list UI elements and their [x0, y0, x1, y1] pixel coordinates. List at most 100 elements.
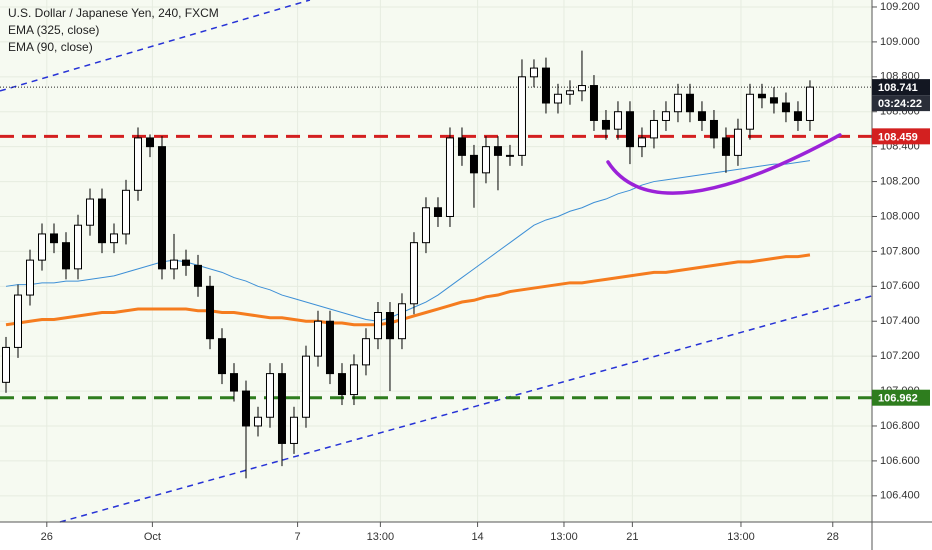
- y-tick-label: 108.000: [880, 210, 920, 222]
- candle-body: [301, 355, 310, 418]
- candle-body: [685, 93, 694, 113]
- indicator-label: EMA (325, close): [8, 23, 99, 37]
- y-tick-label: 107.400: [880, 315, 920, 327]
- candle-body: [649, 119, 658, 139]
- candle-body: [133, 137, 142, 191]
- candle-body: [205, 285, 214, 340]
- candle-body: [169, 259, 178, 270]
- candle-body: [589, 85, 598, 121]
- candle-body: [277, 373, 286, 444]
- candle-body: [673, 93, 682, 113]
- candle-body: [769, 97, 778, 104]
- candle-body: [805, 86, 814, 121]
- candle-body: [181, 259, 190, 266]
- indicator-label: EMA (90, close): [8, 40, 93, 54]
- y-tick-label: 107.200: [880, 350, 920, 362]
- x-tick-label: 21: [626, 531, 638, 543]
- candle-body: [445, 137, 454, 217]
- candle-body: [361, 338, 370, 366]
- candle-body: [313, 320, 322, 357]
- candle-body: [661, 111, 670, 121]
- candle-body: [721, 137, 730, 156]
- candle-body: [697, 111, 706, 121]
- candle-body: [85, 198, 94, 226]
- candle-body: [625, 111, 634, 148]
- level-tag: 106.962: [878, 393, 918, 405]
- candle-body: [433, 207, 442, 217]
- candle-body: [505, 154, 514, 157]
- candle-body: [421, 207, 430, 244]
- candle-body: [613, 111, 622, 130]
- level-tag: 108.459: [878, 131, 918, 143]
- y-tick-label: 108.200: [880, 175, 920, 187]
- x-tick-label: Oct: [144, 531, 161, 543]
- candle-body: [517, 76, 526, 156]
- x-tick-label: 26: [41, 531, 53, 543]
- candle-body: [49, 233, 58, 244]
- candle-body: [13, 294, 22, 348]
- candle-body: [385, 312, 394, 340]
- candle-body: [157, 146, 166, 270]
- ema-line: [5, 160, 811, 322]
- y-tick-label: 106.600: [880, 455, 920, 467]
- candle-body: [289, 416, 298, 444]
- y-tick-label: 106.800: [880, 420, 920, 432]
- trendline: [0, 0, 311, 92]
- y-tick-label: 107.600: [880, 280, 920, 292]
- candle-body: [493, 146, 502, 156]
- y-tick-label: 109.000: [880, 36, 920, 48]
- candle-body: [397, 303, 406, 340]
- x-tick-label: 13:00: [727, 531, 755, 543]
- candle-body: [109, 233, 118, 244]
- x-tick-label: 28: [827, 531, 839, 543]
- candle-body: [145, 137, 154, 148]
- candle-body: [217, 338, 226, 375]
- candle-body: [577, 85, 586, 92]
- ema-line: [5, 253, 811, 327]
- candle-body: [793, 111, 802, 121]
- candle-body: [781, 102, 790, 113]
- trendline: [59, 295, 873, 523]
- y-tick-label: 107.800: [880, 245, 920, 257]
- y-tick-label: 109.200: [880, 1, 920, 13]
- candle-body: [373, 312, 382, 340]
- candle-body: [565, 90, 574, 95]
- candle-body: [97, 198, 106, 244]
- candle-body: [709, 119, 718, 139]
- x-tick-label: 13:00: [550, 531, 578, 543]
- level-tag-box: [872, 128, 930, 145]
- candle-body: [1, 346, 10, 383]
- candle-body: [337, 373, 346, 396]
- candle-body: [553, 93, 562, 104]
- candle-body: [265, 373, 274, 418]
- candle-body: [61, 242, 70, 270]
- candle-body: [193, 264, 202, 287]
- candle-body: [241, 390, 250, 427]
- countdown-box: [872, 95, 930, 112]
- chart-title: U.S. Dollar / Japanese Yen, 240, FXCM: [8, 6, 219, 20]
- candle-body: [229, 373, 238, 392]
- candle-body: [325, 320, 334, 375]
- candle-body: [481, 146, 490, 174]
- x-tick-label: 14: [471, 531, 483, 543]
- candle-body: [25, 259, 34, 296]
- countdown: 03:24:22: [878, 98, 922, 110]
- candle-body: [733, 128, 742, 156]
- candle-body: [121, 189, 130, 235]
- candle-body: [253, 416, 262, 427]
- candle-body: [37, 233, 46, 261]
- candle-body: [757, 93, 766, 99]
- candle-body: [637, 137, 646, 148]
- candle-body: [349, 364, 358, 396]
- candle-body: [541, 67, 550, 104]
- candle-body: [601, 119, 610, 130]
- last-price-tag-box: [872, 79, 930, 96]
- level-tag-box: [872, 389, 930, 406]
- candle-body: [409, 242, 418, 305]
- candle-body: [457, 137, 466, 156]
- candle-body: [745, 93, 754, 130]
- x-tick-label: 13:00: [367, 531, 395, 543]
- arc-drawing: [606, 133, 842, 195]
- y-tick-label: 106.400: [880, 490, 920, 502]
